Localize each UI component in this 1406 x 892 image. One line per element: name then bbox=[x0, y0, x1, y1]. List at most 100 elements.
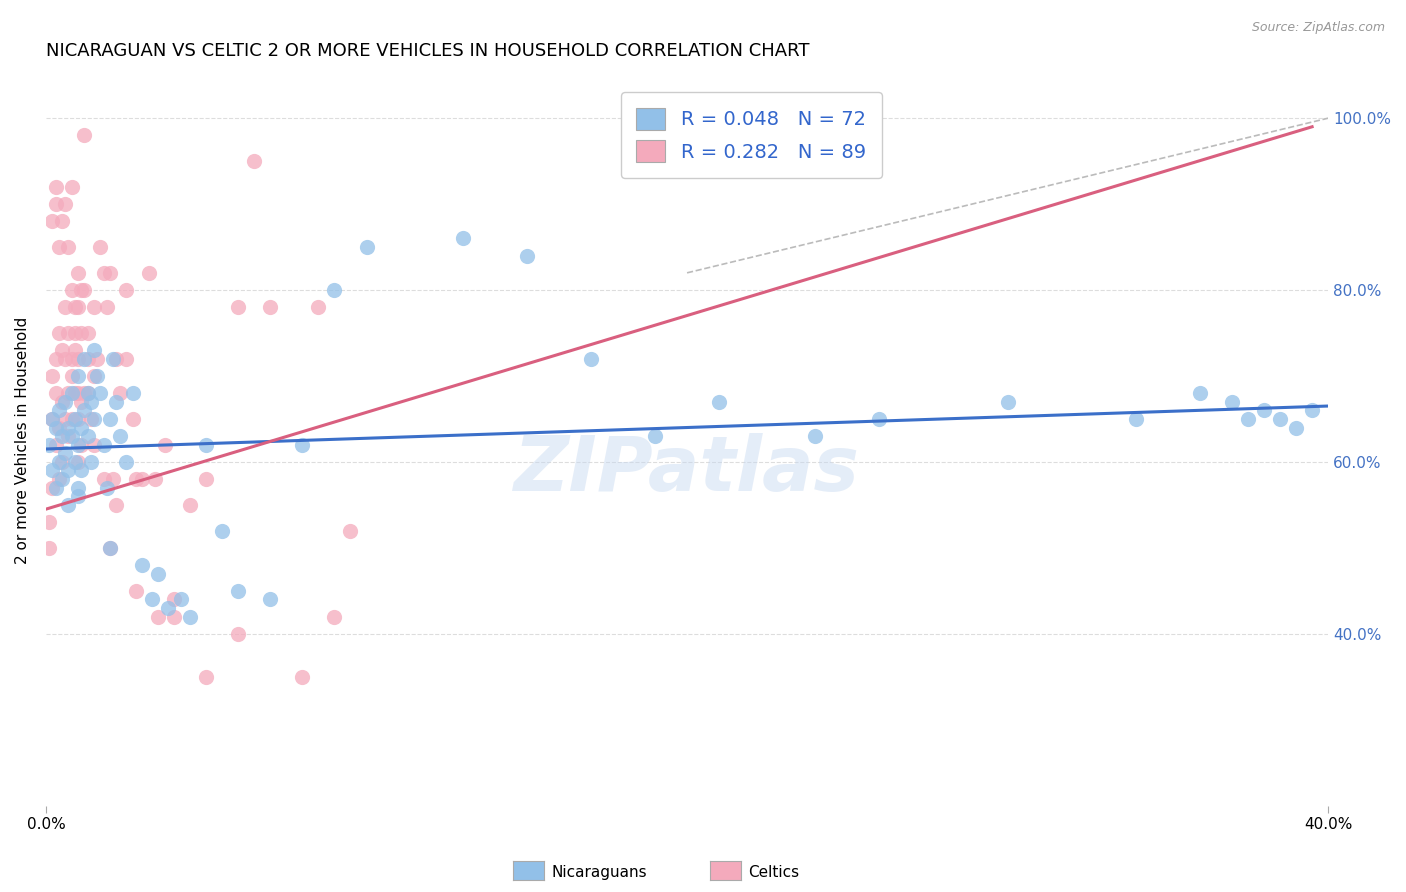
Point bbox=[1268, 412, 1291, 426]
Point bbox=[45, 420, 67, 434]
Point bbox=[45, 386, 67, 401]
Point bbox=[163, 609, 186, 624]
Point bbox=[76, 386, 98, 401]
Point bbox=[80, 412, 103, 426]
Point bbox=[83, 412, 105, 426]
Point bbox=[86, 351, 108, 366]
Point bbox=[707, 394, 730, 409]
Point bbox=[53, 300, 76, 314]
Point bbox=[83, 300, 105, 314]
Point bbox=[291, 438, 314, 452]
Point bbox=[58, 498, 80, 512]
Point bbox=[146, 609, 169, 624]
Point bbox=[93, 266, 115, 280]
Point bbox=[51, 455, 73, 469]
Point bbox=[73, 351, 96, 366]
Point bbox=[60, 412, 83, 426]
Point bbox=[41, 463, 63, 477]
Point bbox=[1188, 386, 1211, 401]
Point bbox=[53, 351, 76, 366]
Point bbox=[73, 283, 96, 297]
Point bbox=[76, 326, 98, 340]
Point bbox=[1301, 403, 1323, 417]
Point bbox=[60, 351, 83, 366]
Point bbox=[60, 429, 83, 443]
Point bbox=[93, 472, 115, 486]
Point bbox=[63, 412, 86, 426]
Point bbox=[51, 472, 73, 486]
Point bbox=[83, 368, 105, 383]
Point bbox=[60, 386, 83, 401]
Point bbox=[58, 240, 80, 254]
Point bbox=[41, 412, 63, 426]
Point bbox=[291, 670, 314, 684]
Point bbox=[644, 429, 666, 443]
Point bbox=[63, 300, 86, 314]
Point bbox=[211, 524, 233, 538]
Point bbox=[48, 326, 70, 340]
Point bbox=[105, 394, 128, 409]
Point bbox=[53, 446, 76, 460]
Point bbox=[226, 626, 249, 640]
Point bbox=[70, 463, 93, 477]
Point bbox=[96, 300, 118, 314]
Point bbox=[98, 266, 121, 280]
Point bbox=[66, 266, 89, 280]
Point bbox=[63, 326, 86, 340]
Point bbox=[58, 386, 80, 401]
Point bbox=[96, 481, 118, 495]
Point bbox=[105, 498, 128, 512]
Point bbox=[76, 351, 98, 366]
Point bbox=[51, 343, 73, 358]
Point bbox=[66, 351, 89, 366]
Point bbox=[70, 438, 93, 452]
Point bbox=[76, 386, 98, 401]
Point bbox=[516, 249, 538, 263]
Point bbox=[131, 558, 153, 572]
Point bbox=[51, 214, 73, 228]
Point bbox=[108, 386, 131, 401]
Point bbox=[115, 283, 138, 297]
Point bbox=[58, 326, 80, 340]
Point bbox=[51, 429, 73, 443]
Point bbox=[868, 412, 890, 426]
Point bbox=[243, 154, 266, 169]
Point bbox=[103, 351, 125, 366]
Point bbox=[143, 472, 166, 486]
Point bbox=[66, 481, 89, 495]
Point bbox=[58, 429, 80, 443]
Point bbox=[259, 592, 281, 607]
Point bbox=[156, 601, 179, 615]
Point bbox=[89, 240, 111, 254]
Point bbox=[76, 429, 98, 443]
Point bbox=[226, 583, 249, 598]
Point bbox=[121, 386, 143, 401]
Point bbox=[89, 386, 111, 401]
Point bbox=[1253, 403, 1275, 417]
Point bbox=[163, 592, 186, 607]
Point bbox=[179, 498, 201, 512]
Point bbox=[41, 412, 63, 426]
Point bbox=[83, 438, 105, 452]
Point bbox=[98, 541, 121, 555]
Point bbox=[115, 351, 138, 366]
Point bbox=[169, 592, 191, 607]
Point bbox=[141, 592, 163, 607]
Point bbox=[195, 670, 218, 684]
Point bbox=[1237, 412, 1260, 426]
Point bbox=[73, 128, 96, 143]
Point bbox=[125, 583, 148, 598]
Point bbox=[98, 541, 121, 555]
Point bbox=[131, 472, 153, 486]
Point bbox=[53, 197, 76, 211]
Point bbox=[38, 515, 60, 529]
Point bbox=[48, 472, 70, 486]
Point bbox=[45, 481, 67, 495]
Point bbox=[48, 455, 70, 469]
Point bbox=[153, 438, 176, 452]
Point bbox=[339, 524, 361, 538]
Point bbox=[66, 300, 89, 314]
Point bbox=[60, 180, 83, 194]
Legend: R = 0.048   N = 72, R = 0.282   N = 89: R = 0.048 N = 72, R = 0.282 N = 89 bbox=[620, 92, 882, 178]
Point bbox=[66, 489, 89, 503]
